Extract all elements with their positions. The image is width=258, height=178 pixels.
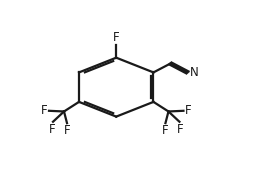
Text: F: F	[177, 123, 184, 136]
Text: F: F	[64, 124, 71, 137]
Text: F: F	[185, 104, 192, 117]
Text: F: F	[113, 31, 119, 44]
Text: N: N	[190, 66, 199, 79]
Text: F: F	[162, 124, 168, 137]
Text: F: F	[49, 123, 55, 136]
Text: F: F	[41, 104, 47, 117]
